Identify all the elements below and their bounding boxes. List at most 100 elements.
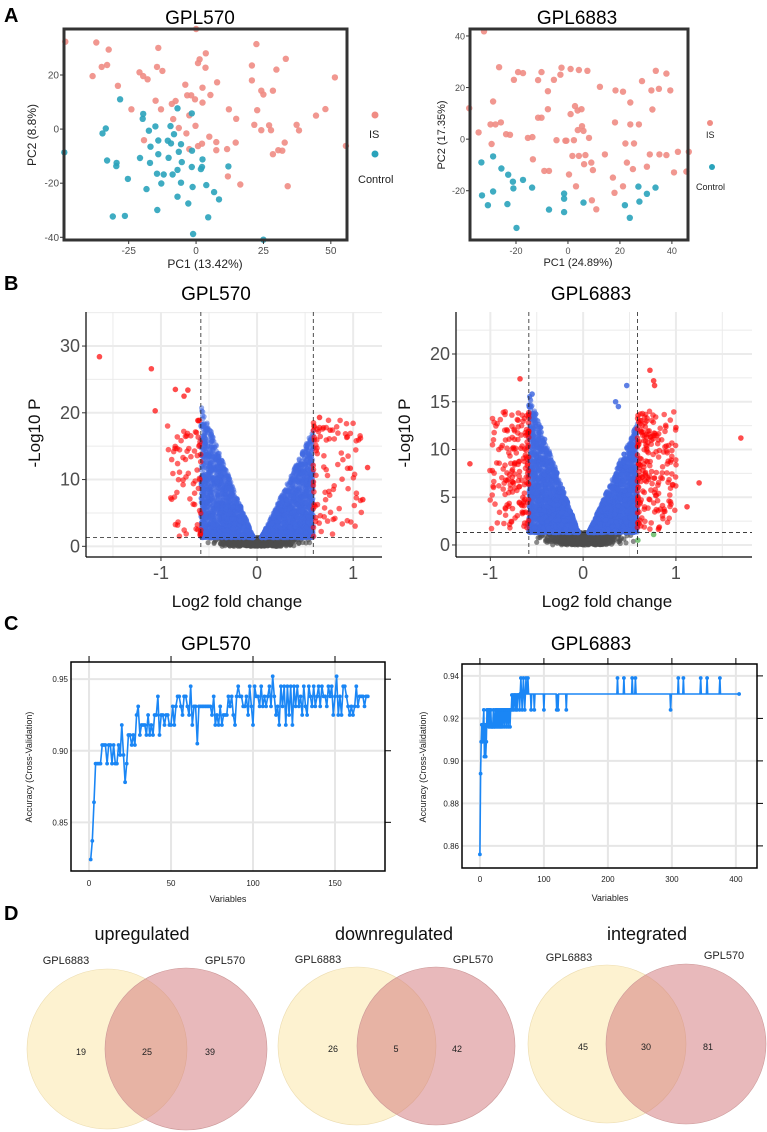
legend-marker-is	[707, 120, 713, 126]
point-significant	[168, 456, 175, 463]
data-point-is	[233, 115, 240, 123]
data-point-control	[560, 208, 568, 216]
data-point-is	[188, 92, 195, 99]
panel-label-c: C	[4, 613, 18, 635]
data-point-is	[572, 183, 580, 190]
point-p-significant	[226, 485, 232, 491]
point-significant	[174, 445, 180, 452]
data-point-control	[626, 214, 633, 221]
data-point-control	[510, 185, 517, 192]
data-point-control	[152, 123, 159, 130]
point-p-significant	[305, 514, 311, 520]
point-p-significant	[295, 496, 301, 502]
legend: IS Control	[358, 111, 393, 186]
point-significant	[351, 471, 358, 478]
data-point-is	[93, 39, 100, 46]
data-point-control	[143, 185, 150, 193]
data-point-control	[174, 193, 181, 200]
point-p-significant	[281, 512, 287, 518]
point-significant	[338, 450, 345, 456]
data-point-control	[139, 115, 146, 123]
data-point-control	[169, 171, 176, 178]
data-point-is	[588, 197, 596, 204]
point-p-significant	[208, 439, 215, 445]
point-p-significant	[229, 516, 235, 522]
point-p-significant	[286, 479, 293, 485]
point-p-significant	[210, 521, 216, 527]
data-point-is	[258, 127, 265, 134]
data-point-is	[182, 81, 189, 88]
y-tick-label: 40	[455, 31, 465, 41]
data-point-is	[674, 148, 682, 155]
data-point-is	[191, 96, 199, 103]
data-point-is	[619, 88, 627, 95]
data-point-is	[588, 159, 595, 166]
point-p-significant	[203, 504, 209, 510]
point-p-significant	[287, 505, 293, 512]
legend-marker-is	[371, 111, 379, 119]
y-axis-label: PC2 (17.35%)	[436, 100, 448, 169]
data-point-is	[492, 121, 499, 128]
legend-label-is: IS	[369, 129, 379, 141]
point-p-significant	[274, 510, 280, 516]
point-p-significant	[306, 455, 312, 461]
point-significant	[197, 531, 204, 537]
data-point-control	[140, 110, 147, 118]
x-tick-label: -20	[509, 246, 522, 256]
data-point-is	[574, 126, 581, 134]
data-point-is	[331, 74, 339, 81]
point-significant	[353, 447, 359, 453]
data-point-control	[185, 200, 192, 207]
point-significant	[326, 492, 333, 499]
data-point-control	[635, 183, 642, 190]
point-not-significant	[247, 540, 253, 547]
point-p-significant	[205, 455, 211, 461]
data-point-is	[627, 121, 634, 128]
data-point-is	[534, 76, 542, 84]
data-point-is	[128, 106, 135, 113]
data-point-control	[505, 171, 512, 178]
point-significant	[312, 518, 319, 525]
y-tick-label: -40	[45, 233, 60, 244]
point-significant	[340, 456, 346, 463]
data-point-is	[144, 76, 151, 83]
data-point-is	[612, 87, 619, 94]
point-significant	[313, 472, 319, 479]
data-point-is	[248, 77, 256, 84]
data-point-control	[178, 158, 185, 166]
y-tick-label: 30	[60, 336, 80, 356]
data-point-control	[489, 188, 497, 195]
point-p-significant	[221, 514, 227, 520]
chart-title: GPL570	[165, 8, 235, 29]
data-point-is	[663, 151, 670, 159]
data-point-control	[158, 180, 165, 187]
point-significant	[330, 486, 337, 493]
data-point-is	[152, 97, 159, 104]
data-point-is	[265, 122, 273, 129]
data-point-control	[484, 202, 492, 209]
data-point-is	[251, 121, 258, 128]
point-p-significant	[230, 503, 236, 510]
data-point-is	[611, 119, 619, 126]
point-p-significant	[305, 534, 311, 540]
point-significant	[172, 386, 179, 393]
data-point-control	[103, 157, 111, 164]
point-p-significant	[214, 479, 220, 485]
point-p-significant	[210, 513, 216, 519]
data-point-is	[519, 69, 527, 77]
data-point-is	[558, 64, 565, 71]
point-significant	[180, 481, 186, 488]
data-point-is	[202, 50, 209, 57]
data-point-control	[621, 202, 629, 209]
data-point-is	[224, 173, 232, 180]
point-significant	[96, 353, 103, 360]
data-point-is	[103, 61, 111, 69]
data-point-control	[102, 125, 110, 132]
y-tick-label: -20	[45, 179, 60, 190]
data-point-is	[570, 137, 578, 144]
data-point-control	[116, 96, 124, 103]
data-point-control	[636, 198, 643, 205]
point-significant	[339, 521, 346, 527]
data-point-control	[188, 110, 195, 117]
point-significant	[311, 437, 318, 443]
